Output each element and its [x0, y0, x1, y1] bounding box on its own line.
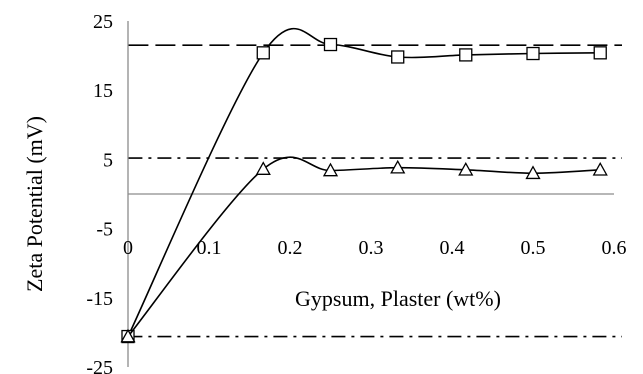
series-2-point-7 — [592, 161, 608, 176]
y-tick-label: -25 — [86, 357, 113, 374]
x-axis-title: Gypsum, Plaster (wt%) — [295, 286, 501, 311]
tick-labels: 0 0.1 0.2 0.3 0.4 0.5 0.6 25 15 5 -5 -15 -25 — [86, 11, 626, 374]
y-tick-label: 25 — [93, 11, 113, 33]
reference-lines — [128, 44, 622, 338]
series-1-line — [127, 27, 601, 337]
series-2-point-2 — [255, 161, 271, 175]
data-series — [120, 27, 608, 344]
series-2-point-4 — [390, 159, 406, 174]
x-tick-label: 0.5 — [521, 237, 546, 259]
series-1-point-7 — [593, 46, 607, 60]
series-2-point-5 — [458, 161, 474, 176]
y-tick-label: 5 — [103, 149, 113, 171]
x-tick-label: 0.1 — [197, 237, 222, 259]
y-axis-title: Zeta Potential (mV) — [22, 116, 47, 292]
series-1-point-3 — [323, 37, 338, 52]
series-1-point-2 — [256, 46, 270, 60]
series-1-point-6 — [526, 46, 540, 61]
series-2-point-1 — [120, 328, 136, 343]
y-tick-label: 15 — [93, 80, 113, 102]
x-tick-label: 0.3 — [359, 237, 384, 259]
x-tick-label: 0 — [123, 237, 133, 259]
series-1-point-4 — [391, 50, 405, 64]
x-tick-label: 0.2 — [278, 237, 303, 259]
series-2-point-3 — [322, 162, 339, 177]
y-tick-label: -15 — [86, 288, 113, 310]
series-1-point-5 — [459, 48, 473, 62]
x-tick-label: 0.4 — [440, 237, 465, 259]
x-tick-label: 0.6 — [602, 237, 627, 259]
y-tick-label: -5 — [96, 219, 113, 241]
series-2-point-6 — [525, 165, 541, 180]
